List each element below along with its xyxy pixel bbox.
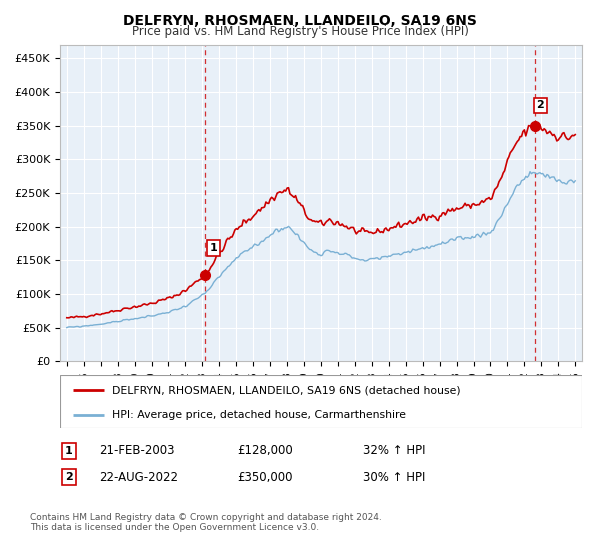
Text: £128,000: £128,000 [237,444,293,458]
Text: DELFRYN, RHOSMAEN, LLANDEILO, SA19 6NS: DELFRYN, RHOSMAEN, LLANDEILO, SA19 6NS [123,14,477,28]
Text: HPI: Average price, detached house, Carmarthenshire: HPI: Average price, detached house, Carm… [112,410,406,420]
Text: 2: 2 [65,472,73,482]
Text: Contains HM Land Registry data © Crown copyright and database right 2024.: Contains HM Land Registry data © Crown c… [30,513,382,522]
Text: 2: 2 [536,100,544,110]
Text: 1: 1 [65,446,73,456]
Text: 30% ↑ HPI: 30% ↑ HPI [363,470,425,484]
Text: 32% ↑ HPI: 32% ↑ HPI [363,444,425,458]
Text: DELFRYN, RHOSMAEN, LLANDEILO, SA19 6NS (detached house): DELFRYN, RHOSMAEN, LLANDEILO, SA19 6NS (… [112,385,461,395]
Text: This data is licensed under the Open Government Licence v3.0.: This data is licensed under the Open Gov… [30,523,319,532]
Text: 21-FEB-2003: 21-FEB-2003 [99,444,175,458]
Text: Price paid vs. HM Land Registry's House Price Index (HPI): Price paid vs. HM Land Registry's House … [131,25,469,38]
Text: 1: 1 [209,243,217,253]
Text: £350,000: £350,000 [237,470,293,484]
Text: 22-AUG-2022: 22-AUG-2022 [99,470,178,484]
